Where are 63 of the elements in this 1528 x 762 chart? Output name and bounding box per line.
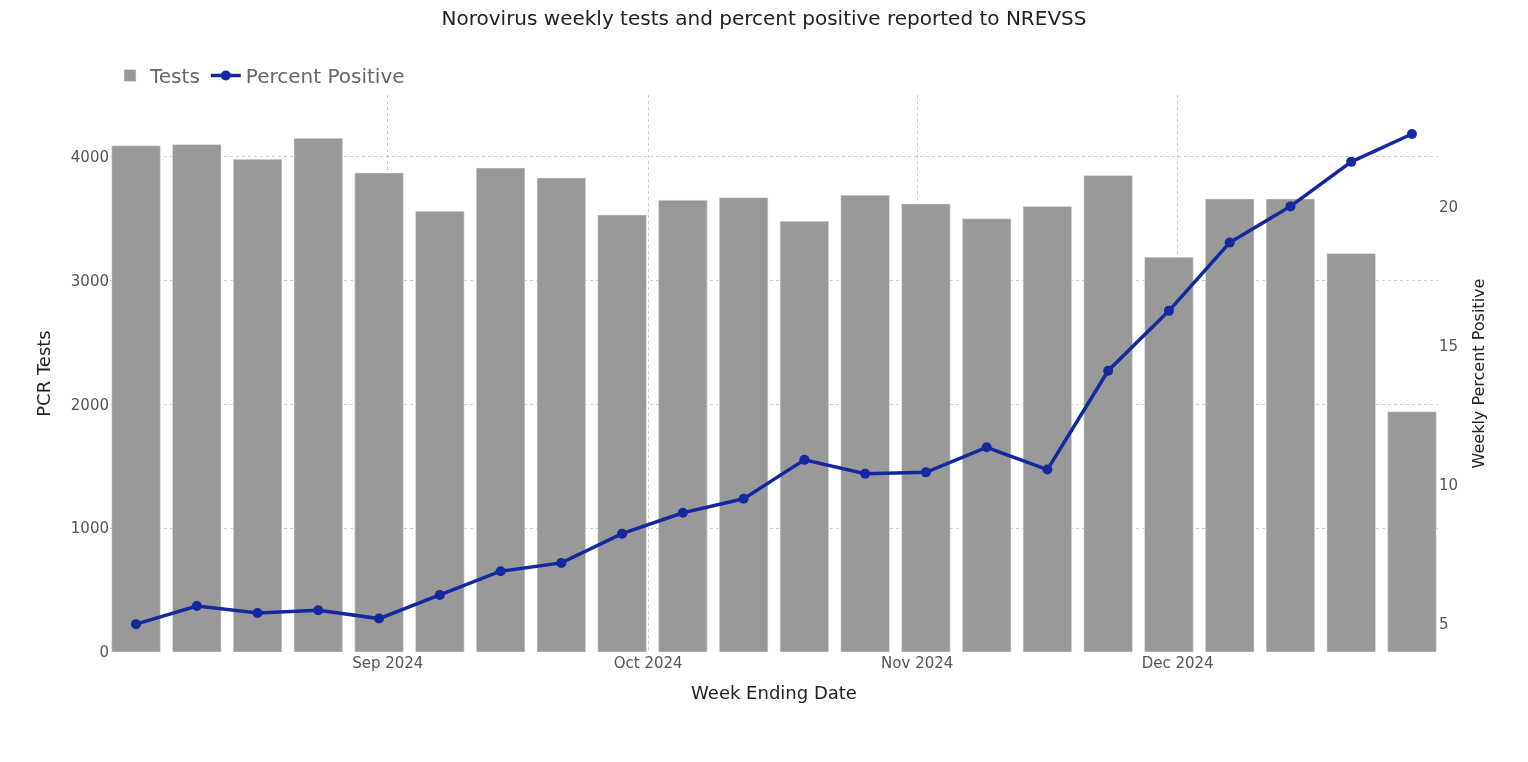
point [374,613,385,624]
bar [1326,253,1376,652]
bar [415,211,465,652]
point [1103,365,1114,376]
bar [233,159,283,652]
bar [476,167,526,652]
legend-label: Percent Positive [245,64,405,89]
y2-tick-label: 15 [1439,336,1459,355]
y2-tick-label: 5 [1439,615,1449,634]
y-tick-label: 1000 [70,519,109,538]
point [313,605,324,616]
point [677,507,688,518]
point [131,619,142,630]
bar [293,138,343,652]
point [617,528,628,539]
y-tick-label: 3000 [70,271,109,290]
bar [962,218,1012,652]
chart-title: Norovirus weekly tests and percent positive reported to NREVSS [441,6,1087,31]
bar [1387,411,1437,652]
bar [1144,256,1194,652]
point [920,467,931,478]
point [1346,156,1357,167]
bar [1265,198,1315,652]
x-tick-label: Sep 2024 [352,654,424,672]
point [1163,305,1174,316]
bar [719,197,769,652]
point [1285,201,1296,212]
bar [1022,206,1072,652]
point [434,589,445,600]
x-tick-label: Dec 2024 [1141,654,1214,672]
point [799,454,810,465]
bar [354,172,404,652]
bar [658,199,708,652]
y-axis-title: PCR Tests [33,330,55,417]
point [495,566,506,577]
point [191,601,202,612]
bar [1083,175,1133,652]
point [981,442,992,453]
point [252,608,263,619]
y-tick-label: 0 [99,643,109,662]
bar [779,221,829,652]
y-tick-label: 4000 [70,148,109,167]
point [1042,464,1053,475]
point [738,493,749,504]
y2-axis-title: Weekly Percent Positive [1468,278,1488,469]
bar [597,214,647,652]
legend-label: Tests [149,64,200,89]
y2-tick-label: 20 [1439,197,1459,216]
x-tick-label: Nov 2024 [881,654,954,672]
y-tick-label: 2000 [70,395,109,414]
bar [840,195,890,652]
bar [111,145,161,652]
bar [1205,198,1255,652]
bar [172,144,222,652]
point [860,468,871,479]
x-tick-label: Oct 2024 [613,654,683,672]
point [556,557,567,568]
bar [536,177,586,652]
bar [901,203,951,652]
y2-tick-label: 10 [1439,476,1459,495]
point [1224,237,1235,248]
point [1406,128,1417,139]
x-axis-title: Week Ending Date [691,682,857,704]
